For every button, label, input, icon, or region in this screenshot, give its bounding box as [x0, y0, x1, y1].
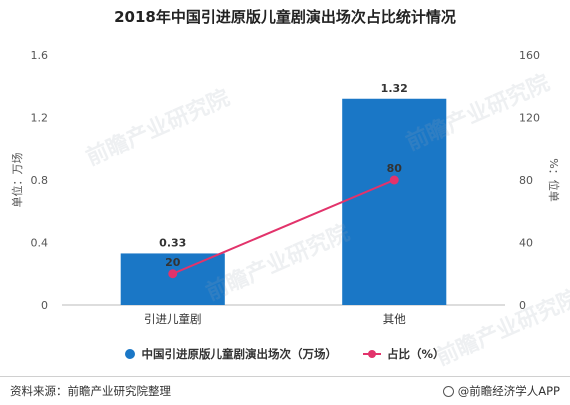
y-axis-label-left: 单位：万场	[10, 153, 24, 208]
legend-item-line: 占比（%）	[362, 346, 445, 362]
line-point-1	[389, 175, 399, 185]
legend-bar-swatch	[125, 349, 136, 359]
y-tick-label-right-1: 40	[519, 237, 533, 250]
footer: 资料来源：前瞻产业研究院整理 @前瞻经济学人APP	[0, 376, 570, 405]
app-logo-icon	[442, 385, 454, 397]
bar-value-label-1: 1.32	[381, 82, 408, 95]
chart-title: 2018年中国引进原版儿童剧演出场次占比统计情况	[114, 8, 456, 26]
line-value-label-1: 80	[387, 162, 403, 175]
y-tick-label-left-2: 0.8	[31, 174, 49, 187]
bar-value-label-0: 0.33	[159, 236, 186, 249]
legend-item-bar: 中国引进原版儿童剧演出场次（万场）	[125, 346, 337, 362]
y-tick-label-right-0: 0	[519, 299, 526, 312]
y-tick-label-right-3: 120	[519, 112, 540, 125]
x-tick-label-0: 引进儿童剧	[144, 312, 202, 326]
legend-line-swatch	[362, 349, 381, 359]
line-series-path	[172, 179, 395, 275]
y-axis-label-right: %：位单	[547, 158, 561, 201]
y-tick-label-left-3: 1.2	[31, 112, 49, 125]
app-credit-label: @前瞻经济学人APP	[457, 384, 560, 398]
y-tick-label-left-4: 1.6	[31, 49, 49, 62]
y-tick-label-left-0: 0	[41, 299, 48, 312]
bar-0	[120, 253, 225, 305]
app-credit: @前瞻经济学人APP	[442, 383, 560, 399]
line-value-label-0: 20	[165, 256, 181, 269]
legend-line-label: 占比（%）	[386, 347, 445, 361]
x-tick-label-1: 其他	[383, 312, 406, 326]
y-tick-label-right-2: 80	[519, 174, 533, 187]
y-tick-label-left-1: 0.4	[31, 237, 49, 250]
line-point-0	[168, 269, 178, 279]
chart-legend: 中国引进原版儿童剧演出场次（万场） 占比（%）	[0, 346, 570, 362]
source-note: 资料来源：前瞻产业研究院整理	[10, 384, 171, 398]
bar-1	[342, 98, 447, 305]
y-tick-label-right-4: 160	[519, 49, 540, 62]
legend-bar-label: 中国引进原版儿童剧演出场次（万场）	[141, 347, 337, 361]
